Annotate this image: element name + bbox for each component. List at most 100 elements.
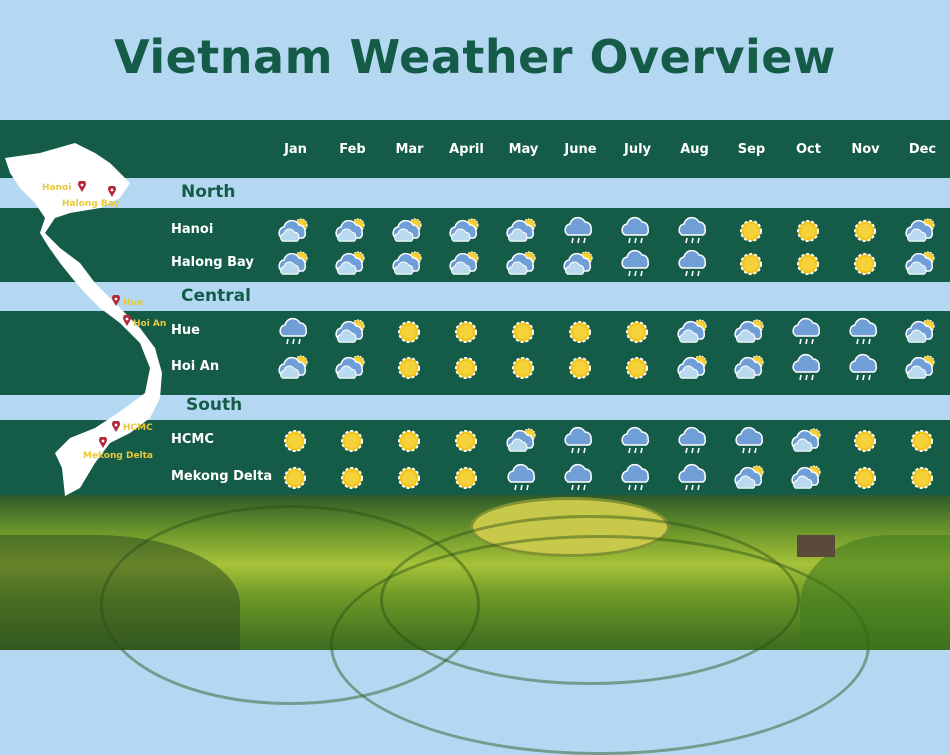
partly-cloudy-icon <box>278 353 312 383</box>
city-label: Hoi An <box>171 359 220 374</box>
partly-cloudy-icon <box>905 353 939 383</box>
month-header-band <box>0 120 950 178</box>
rain-cloud-icon <box>677 463 711 493</box>
partly-cloudy-icon <box>734 353 768 383</box>
map-pin-icon <box>112 421 120 432</box>
partly-cloudy-icon <box>734 317 768 347</box>
partly-cloudy-icon <box>677 353 711 383</box>
sunny-icon <box>791 216 825 246</box>
map-pin-label: Halong Bay <box>62 199 120 209</box>
page-title: Vietnam Weather Overview <box>114 30 836 84</box>
region-heading-north: North <box>181 182 236 202</box>
sunny-icon <box>449 353 483 383</box>
sunny-icon <box>905 426 939 456</box>
sunny-icon <box>563 317 597 347</box>
vietnam-map <box>5 143 162 496</box>
rain-cloud-icon <box>563 463 597 493</box>
month-header-may: May <box>508 142 539 157</box>
partly-cloudy-icon <box>734 463 768 493</box>
sunny-icon <box>392 317 426 347</box>
rain-cloud-icon <box>791 353 825 383</box>
month-header-july: July <box>623 142 652 157</box>
partly-cloudy-icon <box>335 317 369 347</box>
rain-cloud-icon <box>677 426 711 456</box>
region-heading-south: South <box>186 395 243 415</box>
partly-cloudy-icon <box>791 463 825 493</box>
rice-terrace-photo <box>0 495 950 755</box>
sunny-icon <box>449 317 483 347</box>
month-header-aug: Aug <box>680 142 709 157</box>
sunny-icon <box>848 463 882 493</box>
rain-cloud-icon <box>677 216 711 246</box>
city-label: Hue <box>171 323 200 338</box>
sunny-icon <box>449 426 483 456</box>
partly-cloudy-icon <box>335 249 369 279</box>
map-pin-label: Hoi An <box>133 319 167 329</box>
sunny-icon <box>620 353 654 383</box>
partly-cloudy-icon <box>791 426 825 456</box>
rain-cloud-icon <box>620 463 654 493</box>
sunny-icon <box>392 426 426 456</box>
sunny-icon <box>335 426 369 456</box>
sunny-icon <box>848 216 882 246</box>
month-header-mar: Mar <box>395 142 424 157</box>
rain-cloud-icon <box>848 353 882 383</box>
month-header-june: June <box>564 142 597 157</box>
city-label: Halong Bay <box>171 255 254 270</box>
month-header-oct: Oct <box>796 142 821 157</box>
rain-cloud-icon <box>791 317 825 347</box>
sunny-icon <box>335 463 369 493</box>
region-band-central <box>0 282 950 311</box>
rain-cloud-icon <box>620 216 654 246</box>
map-pin-label: HCMC <box>123 423 153 433</box>
partly-cloudy-icon <box>335 216 369 246</box>
map-pin-label: Hue <box>123 298 144 308</box>
partly-cloudy-icon <box>278 249 312 279</box>
rain-cloud-icon <box>734 426 768 456</box>
city-label: Hanoi <box>171 222 214 237</box>
month-header-nov: Nov <box>851 142 880 157</box>
sunny-icon <box>392 353 426 383</box>
rain-cloud-icon <box>563 426 597 456</box>
sunny-icon <box>449 463 483 493</box>
partly-cloudy-icon <box>563 249 597 279</box>
month-header-april: April <box>449 142 484 157</box>
month-header-jan: Jan <box>284 142 307 157</box>
partly-cloudy-icon <box>278 216 312 246</box>
month-header-feb: Feb <box>339 142 366 157</box>
map-pin-icon <box>78 181 86 192</box>
sunny-icon <box>848 426 882 456</box>
rain-cloud-icon <box>620 249 654 279</box>
rain-cloud-icon <box>563 216 597 246</box>
partly-cloudy-icon <box>677 317 711 347</box>
partly-cloudy-icon <box>449 249 483 279</box>
partly-cloudy-icon <box>449 216 483 246</box>
partly-cloudy-icon <box>506 426 540 456</box>
sunny-icon <box>734 249 768 279</box>
rain-cloud-icon <box>677 249 711 279</box>
sunny-icon <box>620 317 654 347</box>
partly-cloudy-icon <box>905 317 939 347</box>
rain-cloud-icon <box>506 463 540 493</box>
sunny-icon <box>506 353 540 383</box>
month-header-sep: Sep <box>737 142 766 157</box>
hut <box>797 535 835 557</box>
sunny-icon <box>506 317 540 347</box>
partly-cloudy-icon <box>506 216 540 246</box>
region-heading-central: Central <box>181 286 251 306</box>
map-pin-label: Hanoi <box>42 183 72 193</box>
sunny-icon <box>734 216 768 246</box>
partly-cloudy-icon <box>506 249 540 279</box>
sunny-icon <box>563 353 597 383</box>
south-rows-band <box>0 420 950 495</box>
map-pin-icon <box>112 295 120 306</box>
sunny-icon <box>905 463 939 493</box>
partly-cloudy-icon <box>392 216 426 246</box>
month-header-dec: Dec <box>908 142 937 157</box>
city-label: Mekong Delta <box>171 469 273 484</box>
sunny-icon <box>791 249 825 279</box>
partly-cloudy-icon <box>905 216 939 246</box>
map-pin-label: Mekong Delta <box>83 451 154 461</box>
sunny-icon <box>392 463 426 493</box>
partly-cloudy-icon <box>392 249 426 279</box>
